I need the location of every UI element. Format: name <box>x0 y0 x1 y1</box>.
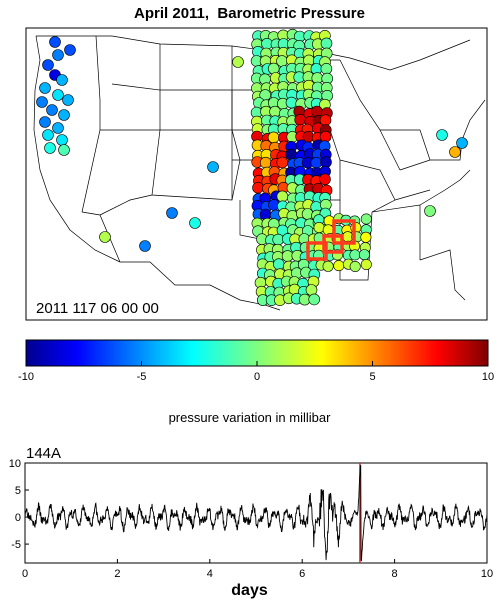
border-line <box>419 169 471 206</box>
border-line <box>419 249 466 301</box>
trace-y-tick-label: 10 <box>9 458 21 470</box>
station-marker <box>166 207 178 219</box>
station-marker <box>276 190 289 203</box>
trace-x-tick-label: 10 <box>481 568 493 580</box>
colorbar-tick-label: 10 <box>482 371 494 383</box>
trace-x-axis-label: days <box>231 582 268 599</box>
border-line <box>394 189 431 201</box>
station-marker <box>207 161 219 173</box>
station-marker <box>360 213 372 225</box>
trace-station-label: 144A <box>26 445 62 462</box>
station-marker <box>52 49 64 61</box>
station-marker <box>449 146 461 158</box>
station-marker <box>49 36 61 48</box>
trace-y-tick-label: 5 <box>15 485 21 497</box>
trace-y-tick-label: 0 <box>15 512 21 524</box>
station-marker <box>285 96 298 109</box>
trace-x-tick-label: 6 <box>299 568 305 580</box>
station-marker <box>36 96 48 108</box>
station-marker <box>281 250 294 262</box>
station-marker <box>319 173 331 186</box>
station-marker <box>272 258 285 271</box>
station-marker <box>360 258 372 270</box>
trace-x-tick-label: 2 <box>114 568 120 580</box>
map-panel <box>25 27 488 321</box>
station-marker <box>349 249 361 261</box>
station-marker <box>58 144 70 156</box>
station-marker <box>436 129 448 141</box>
station-marker <box>294 114 307 126</box>
colorbar-tick-label: 0 <box>254 371 260 383</box>
highlight-boxes <box>306 219 356 261</box>
station-marker <box>58 109 70 121</box>
station-marker <box>232 56 244 68</box>
station-marker <box>276 156 289 169</box>
station-marker <box>52 122 64 134</box>
station-marker <box>56 74 68 86</box>
station-marker <box>62 94 74 106</box>
station-marker <box>39 116 51 128</box>
station-marker <box>320 63 333 75</box>
station-marker <box>44 142 56 154</box>
chart-title: April 2011, Barometric Pressure <box>134 5 365 22</box>
station-marker <box>308 293 321 306</box>
border-line <box>81 35 101 213</box>
colorbar-label: pressure variation in millibar <box>168 410 331 425</box>
station-marker <box>424 205 436 217</box>
highlight-box <box>332 219 356 245</box>
station-marker <box>456 137 468 149</box>
station-marker <box>349 260 361 272</box>
station-marker <box>189 217 201 229</box>
station-marker <box>313 222 325 234</box>
station-marker <box>42 129 54 141</box>
station-marker <box>285 148 298 161</box>
station-marker <box>252 181 264 194</box>
station-marker <box>333 260 345 272</box>
trace-ticks: 0 2 4 6 8 10 10 5 0 -5 <box>9 458 493 580</box>
station-marker <box>358 249 370 261</box>
station-marker <box>46 104 58 116</box>
station-marker <box>42 59 54 71</box>
border-line <box>100 83 161 131</box>
trace-y-tick-label: -5 <box>11 539 21 551</box>
station-marker <box>267 131 280 144</box>
station-marker <box>39 82 51 94</box>
border-line <box>399 99 486 171</box>
colorbar-tick-label: 5 <box>369 371 375 383</box>
highlight-box <box>306 241 328 261</box>
station-marker <box>64 44 76 56</box>
station-marker <box>52 89 64 101</box>
map-timestamp: 2011 117 06 00 00 <box>34 300 161 318</box>
station-marker <box>259 156 272 169</box>
colorbar-ticks: -10 -5 0 5 10 <box>18 361 494 383</box>
colorbar-tick-label: -5 <box>137 371 147 383</box>
trace-x-tick-label: 8 <box>392 568 398 580</box>
station-marker <box>320 37 333 50</box>
station-markers <box>36 28 468 307</box>
border-line <box>339 59 401 171</box>
trace-frame <box>24 462 488 564</box>
station-marker <box>99 231 111 243</box>
trace-x-tick-label: 0 <box>22 568 28 580</box>
trace-x-tick-label: 4 <box>207 568 213 580</box>
border-line <box>99 194 153 216</box>
station-marker <box>56 134 68 146</box>
border-line <box>33 35 121 263</box>
station-marker <box>322 260 334 272</box>
station-marker <box>267 62 280 75</box>
border-line <box>349 39 471 71</box>
colorbar-tick-label: -10 <box>18 371 34 383</box>
station-marker <box>360 231 372 243</box>
border-line <box>159 44 232 91</box>
station-marker <box>139 240 151 252</box>
colorbar: -10 -5 0 5 10 <box>18 339 494 383</box>
border-line <box>380 129 431 161</box>
station-marker <box>272 233 285 246</box>
trace-panel: 0 2 4 6 8 10 10 5 0 -5 <box>9 458 493 580</box>
border-line <box>339 159 396 213</box>
trace-series-144A <box>24 464 488 562</box>
